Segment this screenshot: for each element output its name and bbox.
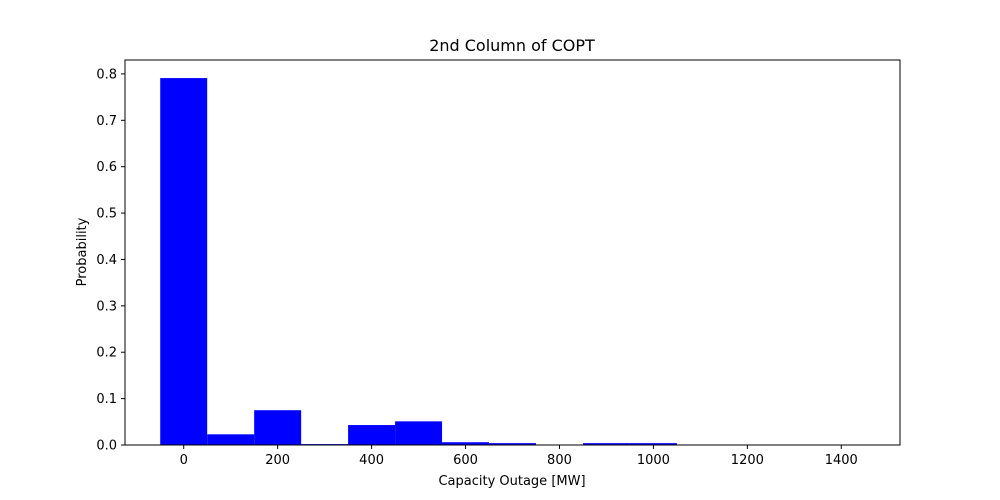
bar-500: [395, 421, 443, 445]
x-axis-ticks: 0 200 400 600 800 1000 1200 1400: [180, 445, 858, 468]
y-tick-label: 0.3: [96, 299, 117, 314]
y-axis-label: Probability: [75, 217, 90, 286]
bar-200: [254, 410, 302, 445]
y-tick-label: 0.1: [96, 392, 117, 407]
x-tick-label: 1400: [825, 453, 858, 468]
y-tick-label: 0.2: [96, 346, 117, 361]
y-tick-label: 0.7: [96, 114, 117, 129]
bar-700: [489, 443, 536, 445]
bars-group: [160, 78, 677, 446]
bar-100: [207, 434, 255, 445]
x-tick-label: 200: [265, 453, 290, 468]
bar-1000: [629, 443, 677, 445]
y-tick-label: 0.6: [96, 160, 117, 175]
y-tick-label: 0.5: [96, 207, 117, 222]
x-tick-label: 600: [453, 453, 478, 468]
x-tick-label: 0: [180, 453, 188, 468]
y-tick-label: 0.8: [96, 67, 117, 82]
x-tick-label: 800: [547, 453, 572, 468]
plot-frame: [124, 59, 901, 446]
y-tick-label: 0.0: [96, 439, 117, 454]
x-tick-label: 1200: [731, 453, 764, 468]
bar-900: [582, 443, 630, 445]
x-axis-label: Capacity Outage [MW]: [438, 474, 585, 489]
y-tick-label: 0.4: [96, 253, 117, 268]
y-axis-ticks: 0.0 0.1 0.2 0.3 0.4 0.5 0.6 0.7 0.8: [96, 67, 125, 454]
x-tick-label: 1000: [637, 453, 670, 468]
bar-0: [160, 78, 208, 445]
bar-600: [442, 442, 490, 445]
x-tick-label: 400: [359, 453, 384, 468]
chart-title: 2nd Column of COPT: [429, 36, 595, 55]
bar-400: [348, 425, 396, 445]
